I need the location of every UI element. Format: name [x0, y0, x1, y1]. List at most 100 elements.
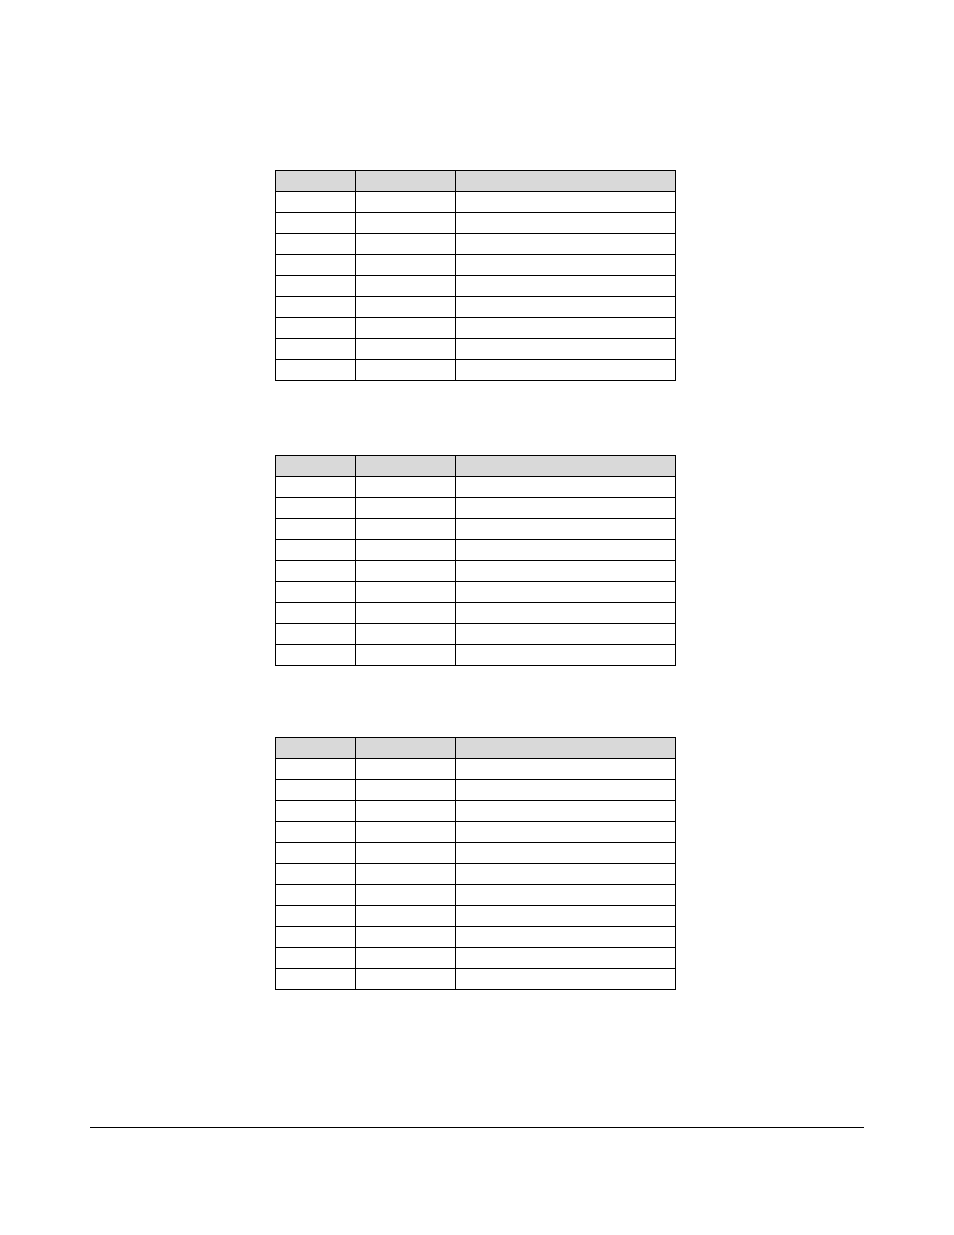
table-row: [276, 969, 676, 990]
table-row: [276, 780, 676, 801]
table-cell: [276, 906, 356, 927]
table-cell: [456, 318, 676, 339]
table-cell: [356, 255, 456, 276]
table-cell: [276, 234, 356, 255]
table-cell: [276, 780, 356, 801]
table-row: [276, 885, 676, 906]
table-cell: [356, 360, 456, 381]
table-row: [276, 864, 676, 885]
table-row: [276, 477, 676, 498]
table-cell: [456, 969, 676, 990]
table-cell: [356, 927, 456, 948]
table-cell: [456, 906, 676, 927]
table-row: [276, 645, 676, 666]
table-header-row: [276, 738, 676, 759]
table-cell: [356, 234, 456, 255]
table-cell: [276, 864, 356, 885]
table-cell: [356, 843, 456, 864]
table-cell: [356, 801, 456, 822]
table-row: [276, 498, 676, 519]
table-row: [276, 927, 676, 948]
table-cell: [276, 297, 356, 318]
table-cell: [276, 561, 356, 582]
table-cell: [356, 969, 456, 990]
table-cell: [276, 822, 356, 843]
table-row: [276, 360, 676, 381]
table-row: [276, 948, 676, 969]
table-header-cell: [276, 456, 356, 477]
table-cell: [276, 360, 356, 381]
table-cell: [456, 255, 676, 276]
table-cell: [456, 864, 676, 885]
table-cell: [356, 603, 456, 624]
table-cell: [276, 477, 356, 498]
table-cell: [456, 885, 676, 906]
table-row: [276, 213, 676, 234]
table-cell: [456, 276, 676, 297]
table-cell: [456, 498, 676, 519]
table-cell: [356, 192, 456, 213]
table-2-wrap: [275, 455, 675, 666]
table-cell: [356, 948, 456, 969]
table-cell: [456, 234, 676, 255]
table-row: [276, 297, 676, 318]
table-header-row: [276, 171, 676, 192]
table-cell: [456, 297, 676, 318]
table-cell: [276, 318, 356, 339]
table-cell: [276, 213, 356, 234]
table-cell: [356, 477, 456, 498]
table-row: [276, 582, 676, 603]
table-header-row: [276, 456, 676, 477]
table-cell: [276, 498, 356, 519]
table-row: [276, 603, 676, 624]
table-row: [276, 192, 676, 213]
table-cell: [456, 801, 676, 822]
table-cell: [356, 864, 456, 885]
table-cell: [456, 192, 676, 213]
table-cell: [356, 276, 456, 297]
table-cell: [276, 645, 356, 666]
footer-divider: [90, 1127, 864, 1128]
table-cell: [456, 561, 676, 582]
table-cell: [276, 885, 356, 906]
table-cell: [456, 645, 676, 666]
table-3-wrap: [275, 737, 675, 990]
table-cell: [356, 582, 456, 603]
table-cell: [456, 603, 676, 624]
table-cell: [276, 339, 356, 360]
table-cell: [356, 906, 456, 927]
table-cell: [276, 759, 356, 780]
table-row: [276, 234, 676, 255]
table-row: [276, 255, 676, 276]
table-row: [276, 540, 676, 561]
table-cell: [456, 519, 676, 540]
table-cell: [356, 297, 456, 318]
table-cell: [456, 213, 676, 234]
table-row: [276, 801, 676, 822]
table-cell: [356, 318, 456, 339]
document-page: [0, 0, 954, 1235]
table-row: [276, 624, 676, 645]
table-cell: [276, 603, 356, 624]
table-cell: [276, 801, 356, 822]
table-cell: [276, 519, 356, 540]
table-row: [276, 561, 676, 582]
table-row: [276, 318, 676, 339]
table-cell: [356, 213, 456, 234]
table-cell: [456, 843, 676, 864]
table-header-cell: [456, 738, 676, 759]
table-cell: [276, 927, 356, 948]
table-cell: [356, 624, 456, 645]
table-cell: [456, 624, 676, 645]
table-cell: [356, 561, 456, 582]
table-cell: [276, 276, 356, 297]
table-cell: [456, 822, 676, 843]
table-row: [276, 906, 676, 927]
table-cell: [456, 339, 676, 360]
table-cell: [276, 582, 356, 603]
table-cell: [356, 519, 456, 540]
table-cell: [276, 948, 356, 969]
table-cell: [356, 885, 456, 906]
table-cell: [456, 780, 676, 801]
table-cell: [276, 624, 356, 645]
